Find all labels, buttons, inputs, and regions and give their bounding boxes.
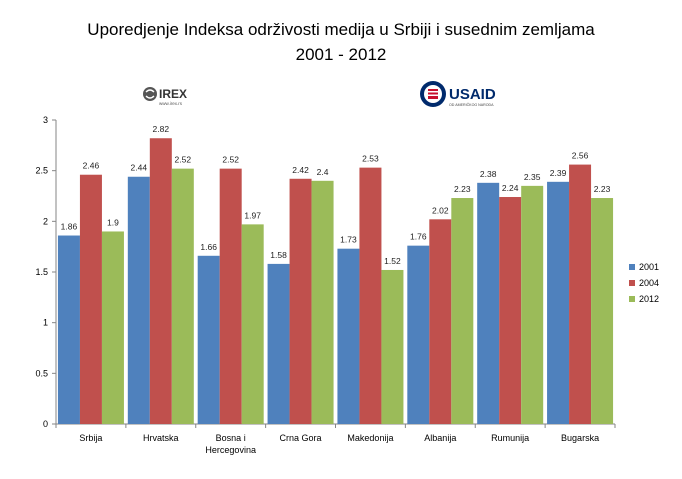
x-category-label: Crna Gora xyxy=(280,433,322,443)
chart-title-line1: Uporedjenje Indeksa održivosti medija u … xyxy=(87,20,595,39)
chart-legend: 2001 2004 2012 xyxy=(629,262,659,304)
y-tick-label: 0 xyxy=(43,419,48,429)
data-label: 1.66 xyxy=(200,242,217,252)
legend-swatch-2004 xyxy=(629,280,635,286)
data-label: 2.46 xyxy=(83,161,100,171)
data-label: 2.56 xyxy=(572,151,589,161)
bar-2004-4 xyxy=(359,167,382,425)
data-label: 2.02 xyxy=(432,205,449,215)
data-label: 1.52 xyxy=(384,256,401,266)
x-category-label: Hrvatska xyxy=(143,433,179,443)
data-label: 2.52 xyxy=(222,155,239,165)
bar-2012-3 xyxy=(311,180,334,424)
legend-label-2004: 2004 xyxy=(639,278,659,288)
legend-swatch-2012 xyxy=(629,296,635,302)
bar-2004-0 xyxy=(79,174,102,424)
bar-2004-3 xyxy=(289,178,312,424)
bar-2012-1 xyxy=(171,168,194,424)
x-category-label: Makedonija xyxy=(347,433,393,443)
data-label: 2.4 xyxy=(317,167,329,177)
bar-2001-2 xyxy=(197,255,220,424)
data-label: 2.23 xyxy=(594,184,611,194)
usaid-logo-text: USAID xyxy=(449,86,496,103)
bar-2004-1 xyxy=(149,138,172,425)
bar-2004-5 xyxy=(429,219,452,424)
legend-swatch-2001 xyxy=(629,264,635,270)
data-label: 2.38 xyxy=(480,169,497,179)
irex-logo: IREX www.irex.rs xyxy=(143,87,187,106)
data-label: 2.35 xyxy=(524,172,541,182)
data-label: 1.97 xyxy=(244,210,261,220)
bar-2001-3 xyxy=(267,263,290,424)
x-category-label: Bosna i xyxy=(216,433,246,443)
y-tick-label: 2 xyxy=(43,216,48,226)
bar-2004-6 xyxy=(499,197,522,424)
data-label: 1.9 xyxy=(107,217,119,227)
data-label: 2.39 xyxy=(550,168,567,178)
y-tick-label: 1 xyxy=(43,318,48,328)
bar-2001-0 xyxy=(57,235,80,424)
data-label: 2.44 xyxy=(131,163,148,173)
chart-data-labels: 1.86 2.44 1.66 1.58 1.73 1.76 2.38 2.39 2.46 2.82… xyxy=(61,124,611,266)
data-label: 1.73 xyxy=(340,235,357,245)
data-label: 1.86 xyxy=(61,222,78,232)
legend-label-2012: 2012 xyxy=(639,294,659,304)
x-category-label: Hercegovina xyxy=(205,445,256,455)
data-label: 2.52 xyxy=(175,155,192,165)
data-label: 2.53 xyxy=(362,154,379,164)
bar-2012-4 xyxy=(381,269,404,424)
usaid-logo-sub: OD AMERIČKOG NARODA xyxy=(449,102,494,107)
y-tick-label: 2.5 xyxy=(35,166,48,176)
bar-2001-1 xyxy=(127,176,150,424)
data-label: 2.24 xyxy=(502,183,519,193)
y-tick-label: 0.5 xyxy=(35,368,48,378)
bar-2004-2 xyxy=(219,168,242,424)
bar-2004-7 xyxy=(569,164,592,424)
x-category-label: Bugarska xyxy=(561,433,599,443)
bar-2012-6 xyxy=(521,185,544,424)
bar-2012-2 xyxy=(241,224,264,424)
chart-bars xyxy=(57,138,614,425)
x-category-label: Rumunija xyxy=(491,433,529,443)
x-category-label: Srbija xyxy=(79,433,102,443)
bar-2001-7 xyxy=(547,181,570,424)
data-label: 2.82 xyxy=(153,124,170,134)
bar-2001-4 xyxy=(337,248,360,424)
bar-2001-6 xyxy=(477,182,500,424)
irex-logo-sub: www.irex.rs xyxy=(159,101,183,106)
irex-logo-text: IREX xyxy=(159,87,187,101)
data-label: 2.42 xyxy=(292,165,309,175)
y-tick-label: 1.5 xyxy=(35,267,48,277)
chart-title-line2: 2001 - 2012 xyxy=(295,45,387,64)
legend-label-2001: 2001 xyxy=(639,262,659,272)
y-tick-label: 3 xyxy=(43,115,48,125)
data-label: 1.58 xyxy=(270,250,287,260)
data-label: 2.23 xyxy=(454,184,471,194)
bar-2012-5 xyxy=(451,198,474,424)
bar-2001-5 xyxy=(407,245,430,424)
x-category-label: Albanija xyxy=(424,433,456,443)
bar-2012-7 xyxy=(591,198,614,424)
bar-2012-0 xyxy=(101,231,124,424)
data-label: 1.76 xyxy=(410,232,427,242)
usaid-logo: USAID OD AMERIČKOG NARODA xyxy=(420,81,496,107)
